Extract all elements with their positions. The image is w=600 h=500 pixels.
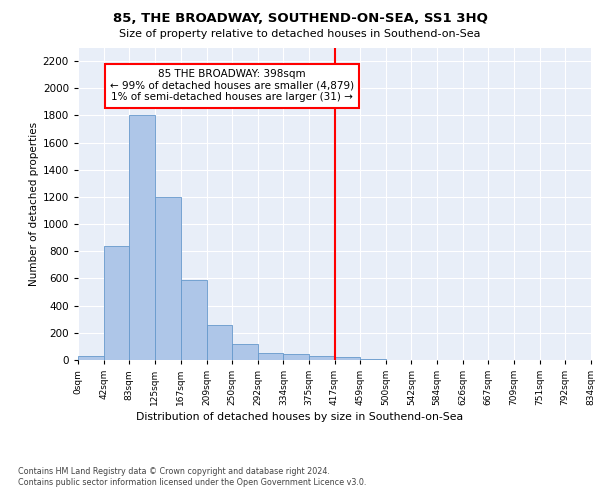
Text: Distribution of detached houses by size in Southend-on-Sea: Distribution of detached houses by size … <box>136 412 464 422</box>
Bar <box>104 246 129 360</box>
Bar <box>206 324 232 360</box>
Bar <box>335 358 361 360</box>
Bar <box>283 354 308 360</box>
Bar <box>361 358 386 360</box>
Bar <box>257 353 283 360</box>
Bar <box>308 356 335 360</box>
Text: 85 THE BROADWAY: 398sqm
← 99% of detached houses are smaller (4,879)
1% of semi-: 85 THE BROADWAY: 398sqm ← 99% of detache… <box>110 69 354 102</box>
Bar <box>155 197 181 360</box>
Text: Contains HM Land Registry data © Crown copyright and database right 2024.
Contai: Contains HM Land Registry data © Crown c… <box>18 468 367 487</box>
Text: 85, THE BROADWAY, SOUTHEND-ON-SEA, SS1 3HQ: 85, THE BROADWAY, SOUTHEND-ON-SEA, SS1 3… <box>113 12 487 26</box>
Y-axis label: Number of detached properties: Number of detached properties <box>29 122 38 286</box>
Text: Size of property relative to detached houses in Southend-on-Sea: Size of property relative to detached ho… <box>119 29 481 39</box>
Bar <box>129 116 155 360</box>
Bar <box>181 280 206 360</box>
Bar <box>232 344 257 360</box>
Bar <box>78 356 104 360</box>
